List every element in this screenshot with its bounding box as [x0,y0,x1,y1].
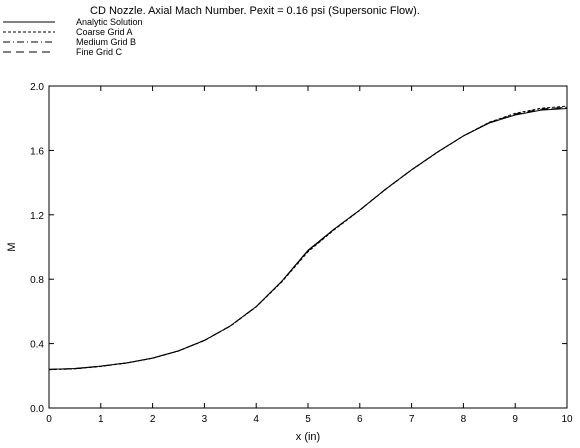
x-tick-label: 2 [150,414,156,425]
series-line-4 [48,107,568,370]
legend-label-1: Analytic Solution [76,17,143,27]
y-tick-label: 1.6 [30,146,44,157]
x-tick-label: 10 [561,414,573,425]
chart-title: CD Nozzle. Axial Mach Number. Pexit = 0.… [90,5,420,17]
plot-series [48,105,568,371]
legend-label-2: Coarse Grid A [76,27,133,37]
x-tick-label: 7 [409,414,415,425]
x-tick-label: 5 [305,414,311,425]
y-axis-label: M [6,242,18,251]
series-line-1 [48,108,568,370]
y-tick-label: 0.0 [30,404,44,415]
plot-frame [48,85,568,409]
x-tick-label: 9 [512,414,518,425]
y-tick-label: 2.0 [30,82,44,93]
series-line-2 [48,105,568,371]
y-tick-label: 0.4 [30,340,44,351]
x-tick-label: 3 [202,414,208,425]
y-axis: 0.0 0.4 0.8 1.2 1.6 2.0 [30,82,567,415]
x-tick-label: 4 [253,414,259,425]
x-axis: 0 1 2 3 4 5 6 7 8 9 10 [46,86,573,425]
x-tick-label: 8 [461,414,467,425]
legend-label-4: Fine Grid C [76,47,123,57]
x-axis-label: x (in) [296,431,320,443]
y-tick-label: 0.8 [30,275,44,286]
y-tick-label: 1.2 [30,211,44,222]
x-tick-label: 1 [98,414,104,425]
x-tick-label: 6 [357,414,363,425]
legend-label-3: Medium Grid B [76,37,136,47]
series-line-3 [48,106,568,371]
x-tick-label: 0 [46,414,52,425]
